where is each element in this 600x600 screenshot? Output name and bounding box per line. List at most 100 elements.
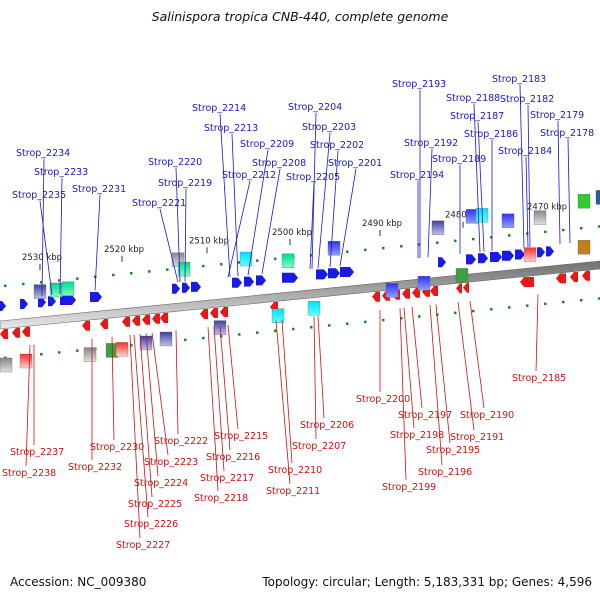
track-dot bbox=[310, 254, 313, 257]
track-dot bbox=[508, 234, 511, 237]
reverse-gene-arrow bbox=[220, 307, 228, 317]
reverse-leader-line bbox=[275, 320, 291, 485]
forward-gene-arrow bbox=[502, 250, 514, 261]
forward-gene-arrow bbox=[182, 282, 190, 293]
forward-gene-arrow bbox=[515, 249, 525, 260]
forward-leader-line bbox=[247, 149, 269, 276]
feature-block bbox=[501, 213, 515, 228]
track-dot bbox=[598, 225, 600, 228]
reverse-gene-arrow bbox=[160, 313, 168, 323]
track-dot bbox=[58, 351, 61, 354]
reverse-gene-arrow bbox=[463, 282, 469, 293]
reverse-gene-label: Strop_2218 bbox=[194, 493, 248, 504]
reverse-gene-arrow bbox=[152, 313, 160, 324]
reverse-gene-label: Strop_2225 bbox=[128, 499, 182, 510]
track-dot bbox=[130, 272, 133, 275]
forward-gene-label: Strop_2201 bbox=[328, 158, 382, 169]
reverse-gene-label: Strop_2198 bbox=[390, 430, 444, 441]
forward-leader-line bbox=[219, 113, 231, 278]
track-dot bbox=[526, 232, 529, 235]
reverse-leader-line bbox=[403, 307, 415, 429]
forward-gene-arrow bbox=[316, 269, 328, 280]
track-dot bbox=[238, 333, 241, 336]
reverse-gene-label: Strop_2191 bbox=[450, 432, 504, 443]
forward-gene-arrow bbox=[244, 276, 254, 287]
forward-gene-label: Strop_2184 bbox=[498, 146, 552, 157]
reverse-leader-line bbox=[317, 316, 325, 419]
feature-block bbox=[83, 347, 97, 362]
feature-block bbox=[115, 342, 129, 357]
track-dot bbox=[346, 250, 349, 253]
track-dot bbox=[256, 331, 259, 334]
forward-leader-line bbox=[527, 104, 531, 248]
forward-leader-line bbox=[473, 103, 481, 253]
reverse-leader-line bbox=[469, 300, 485, 409]
reverse-leader-line bbox=[139, 333, 153, 498]
reverse-leader-line bbox=[133, 334, 149, 518]
forward-gene-label: Strop_2187 bbox=[450, 111, 504, 122]
forward-gene-arrow bbox=[48, 296, 56, 307]
reverse-leader-line bbox=[457, 302, 475, 431]
track-dot bbox=[382, 318, 385, 322]
genome-backbone bbox=[0, 260, 600, 330]
reverse-gene-label: Strop_2230 bbox=[90, 442, 144, 453]
reverse-gene-label: Strop_2197 bbox=[398, 410, 452, 421]
reverse-gene-label: Strop_2195 bbox=[426, 445, 480, 456]
forward-gene-label: Strop_2182 bbox=[500, 94, 554, 105]
track-dot bbox=[580, 299, 583, 302]
track-dot bbox=[40, 353, 43, 356]
reverse-gene-arrow bbox=[556, 273, 566, 284]
reverse-leader-line bbox=[111, 336, 115, 441]
reverse-gene-label: Strop_2199 bbox=[382, 482, 436, 493]
reverse-gene-arrow bbox=[142, 314, 150, 325]
forward-gene-label: Strop_2178 bbox=[540, 128, 594, 139]
track-dot bbox=[274, 329, 277, 333]
forward-leader-line bbox=[477, 121, 485, 252]
reverse-gene-arrow bbox=[0, 329, 8, 339]
track-dot bbox=[220, 335, 223, 338]
forward-gene-label: Strop_2202 bbox=[310, 140, 364, 151]
feature-block bbox=[271, 308, 285, 323]
track-dot bbox=[112, 273, 115, 277]
track-dot bbox=[562, 300, 565, 304]
track-dot bbox=[562, 228, 565, 232]
feature-block bbox=[327, 241, 341, 256]
reverse-gene-label: Strop_2238 bbox=[2, 468, 56, 479]
track-dot bbox=[454, 311, 457, 315]
reverse-gene-label: Strop_2196 bbox=[418, 467, 472, 478]
reverse-leader-line bbox=[145, 333, 159, 477]
feature-block bbox=[417, 276, 431, 291]
reverse-gene-label: Strop_2227 bbox=[116, 540, 170, 551]
reverse-gene-label: Strop_2210 bbox=[268, 465, 322, 476]
track-dot bbox=[58, 279, 61, 282]
reverse-leader-line bbox=[535, 294, 539, 372]
track-dot bbox=[202, 264, 205, 268]
track-dot bbox=[166, 268, 169, 271]
scale-tick-label: 2480 kbp bbox=[445, 211, 485, 221]
reverse-leader-line bbox=[25, 344, 31, 467]
feature-block bbox=[0, 357, 13, 373]
forward-gene-label: Strop_2179 bbox=[530, 110, 584, 121]
track-dot bbox=[580, 227, 583, 230]
feature-block bbox=[61, 281, 75, 296]
feature-block bbox=[523, 247, 537, 262]
reverse-gene-arrow bbox=[520, 277, 534, 287]
forward-gene-label: Strop_2231 bbox=[72, 184, 126, 195]
forward-gene-arrow bbox=[478, 253, 488, 264]
reverse-gene-arrow bbox=[372, 291, 380, 302]
forward-leader-line bbox=[39, 200, 53, 295]
forward-leader-line bbox=[317, 132, 331, 269]
feature-block bbox=[159, 331, 173, 347]
track-dot bbox=[400, 317, 403, 320]
reverse-gene-label: Strop_2200 bbox=[356, 394, 410, 405]
track-dot bbox=[544, 230, 547, 234]
feature-block bbox=[33, 284, 47, 299]
feature-block bbox=[431, 220, 445, 235]
forward-leader-line bbox=[525, 156, 529, 248]
forward-leader-line bbox=[309, 182, 315, 270]
reverse-gene-label: Strop_2185 bbox=[512, 373, 566, 384]
forward-gene-label: Strop_2234 bbox=[16, 148, 70, 159]
reverse-gene-arrow bbox=[456, 283, 462, 294]
reverse-gene-arrow bbox=[570, 272, 578, 282]
reverse-leader-line bbox=[281, 319, 293, 464]
